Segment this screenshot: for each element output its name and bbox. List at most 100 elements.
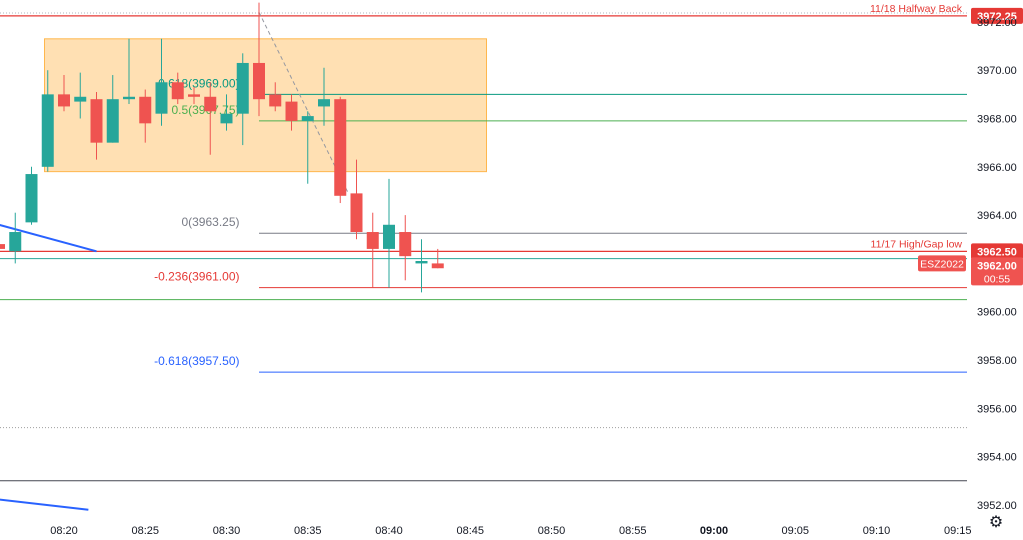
candle-body	[399, 232, 412, 257]
level-price-tag-text-1: 3962.50	[977, 246, 1017, 258]
candle	[123, 38, 135, 105]
candle	[334, 96, 347, 204]
fib-trend-dashed-line[interactable]	[258, 12, 349, 194]
candle	[415, 239, 428, 293]
candle	[41, 70, 54, 172]
candle-body	[0, 244, 5, 249]
last-price-tag	[971, 257, 1023, 286]
candle-body	[41, 94, 54, 167]
candle	[431, 248, 444, 269]
countdown-text: 00:55	[984, 273, 1010, 285]
candle-body	[301, 116, 314, 121]
candle-body	[123, 96, 135, 100]
candle	[139, 89, 152, 143]
candle	[220, 94, 233, 131]
candle-body	[383, 224, 395, 249]
x-tick-label: 09:00	[700, 525, 728, 537]
candle-body	[188, 94, 200, 97]
candle-body	[253, 62, 265, 100]
candle	[25, 166, 38, 225]
symbol-tag	[918, 255, 966, 272]
candle	[155, 38, 168, 126]
candle	[0, 244, 5, 249]
candle-body	[415, 261, 428, 264]
candle-body	[155, 82, 168, 114]
candle-body	[106, 99, 119, 143]
x-tick-label: 08:55	[619, 525, 647, 537]
y-tick-label: 3966.00	[977, 162, 1017, 174]
candle	[301, 111, 314, 184]
candle-body	[366, 232, 379, 249]
fib-label-2: 0(3963.25)	[181, 215, 239, 229]
candle	[188, 87, 200, 105]
candle-body	[431, 263, 444, 269]
candle	[269, 82, 282, 112]
y-tick-label: 3970.00	[977, 65, 1017, 77]
candle	[350, 159, 363, 240]
time-axis[interactable]: 08:20 08:25 08:30 08:35 08:40 08:45 08:50 08:55…	[50, 525, 971, 537]
candle-body	[334, 99, 347, 196]
price-axis[interactable]: 3972.25 3962.50 3952.00 3954.00 3956.00 3958.…	[918, 7, 1023, 512]
level-price-tag-0	[971, 7, 1023, 24]
x-tick-label: 08:45	[456, 525, 484, 537]
x-tick-label: 08:35	[294, 525, 322, 537]
candle	[399, 215, 412, 281]
candle	[171, 72, 184, 105]
candle	[253, 2, 265, 117]
candle-body	[350, 193, 363, 233]
candle-body	[90, 99, 103, 143]
candle	[58, 75, 70, 112]
candle-body	[204, 96, 217, 112]
candle-body	[285, 101, 298, 121]
candle	[204, 82, 217, 155]
x-tick-label: 08:40	[375, 525, 403, 537]
x-tick-label: 08:20	[50, 525, 78, 537]
y-tick-label: 3960.00	[977, 307, 1017, 319]
x-tick-label: 08:50	[538, 525, 566, 537]
y-tick-label: 3954.00	[977, 452, 1017, 464]
x-tick-label: 09:15	[944, 525, 972, 537]
candle	[106, 75, 119, 143]
candle-body	[58, 94, 70, 107]
candle	[366, 212, 379, 288]
level-price-tag-text-0: 3972.25	[977, 11, 1017, 23]
y-tick-label: 3952.00	[977, 500, 1017, 512]
level-label-1: 11/17 High/Gap low	[871, 238, 963, 250]
fib-label-4: -0.618(3957.50)	[154, 354, 239, 368]
horizontal-lines[interactable]: 11/18 Halfway Back 11/17 High/Gap low	[0, 3, 967, 482]
candle	[383, 178, 395, 288]
settings-gear-icon[interactable]: ⚙	[988, 514, 1004, 531]
candle-body	[9, 232, 22, 252]
candle-body	[269, 94, 282, 107]
candle	[318, 67, 330, 126]
candles	[0, 2, 444, 293]
y-tick-label: 3958.00	[977, 355, 1017, 367]
fib-extension[interactable]: 0.618(3969.00)0.5(3967.75)0(3963.25)-0.2…	[154, 76, 967, 373]
y-tick-label: 3972.00	[977, 17, 1017, 29]
candle-body	[236, 62, 249, 114]
x-tick-label: 08:25	[131, 525, 159, 537]
fib-label-3: -0.236(3961.00)	[154, 270, 239, 284]
x-tick-label: 09:05	[781, 525, 809, 537]
candle-body	[220, 113, 233, 124]
trend-line-1[interactable]	[0, 498, 89, 511]
level-label-0: 11/18 Halfway Back	[870, 3, 963, 15]
candle	[236, 53, 249, 146]
fib-label-0: 0.618(3969.00)	[158, 76, 239, 90]
y-tick-label: 3968.00	[977, 114, 1017, 126]
candle-body	[25, 174, 38, 223]
candle-body	[318, 99, 330, 107]
last-price-text: 3962.00	[977, 260, 1017, 272]
candle-body	[74, 96, 87, 102]
level-price-tag-1	[971, 243, 1023, 260]
y-tick-label: 3956.00	[977, 403, 1017, 415]
x-tick-label: 08:30	[213, 525, 241, 537]
candle	[90, 91, 103, 160]
x-tick-label: 09:10	[863, 525, 891, 537]
candle-body	[139, 96, 152, 124]
candle	[9, 212, 22, 264]
candle	[285, 94, 298, 131]
symbol-label: ESZ2022	[920, 258, 964, 270]
y-tick-label: 3964.00	[977, 210, 1017, 222]
